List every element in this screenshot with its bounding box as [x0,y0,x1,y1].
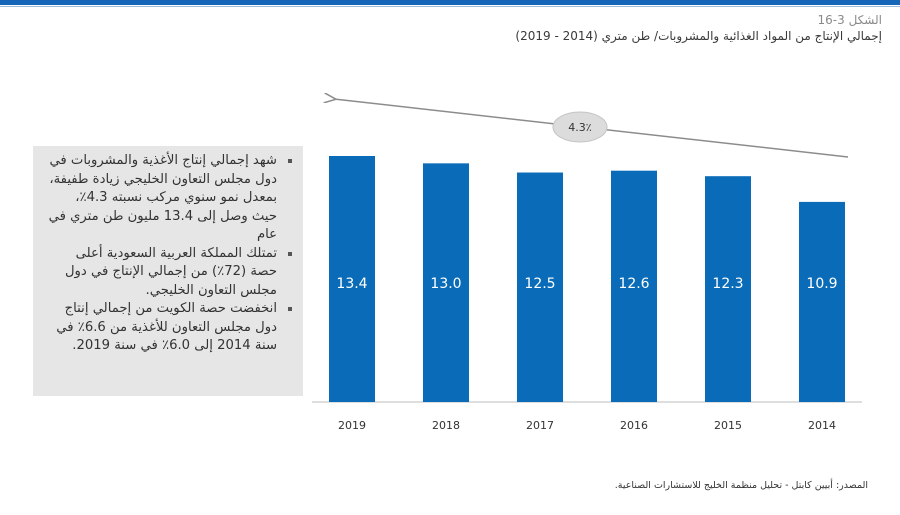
bar-value-label: 13.0 [430,276,461,292]
x-tick-label: 2019 [338,419,366,432]
note-item: تمتلك المملكة العربية السعودية أعلى حصة … [47,245,292,301]
x-tick-label: 2014 [808,419,836,432]
bar-2015 [705,176,751,402]
bar-2019 [329,156,375,402]
x-tick-label: 2017 [526,419,554,432]
x-tick-label: 2016 [620,419,648,432]
bar-2018 [423,163,469,402]
top-accent-bar [0,0,900,5]
cagr-label: 4.3٪ [568,121,591,134]
bar-value-label: 12.3 [712,276,743,292]
x-tick-label: 2015 [714,419,742,432]
x-tick-label: 2018 [432,419,460,432]
bar-value-label: 12.5 [524,276,555,292]
notes-list: شهد إجمالي إنتاج الأغذية والمشروبات في د… [47,152,293,356]
note-item: شهد إجمالي إنتاج الأغذية والمشروبات في د… [47,152,292,245]
figure-title: إجمالي الإنتاج من المواد الغذائية والمشر… [515,29,882,43]
bar-value-label: 12.6 [618,276,649,292]
bar-2014 [799,201,845,402]
bar-2016 [611,170,657,402]
top-divider [0,6,900,7]
note-item: انخفضت حصة الكويت من إجمالي إنتاج دول مج… [47,300,292,356]
notes-panel: شهد إجمالي إنتاج الأغذية والمشروبات في د… [33,146,303,396]
source-note: المصدر: أبيين كابتل - تحليل منظمة الخليج… [614,480,868,491]
cagr-badge [552,111,608,143]
bar-value-label: 10.9 [806,276,837,292]
figure-label: الشكل 3-16 [817,13,883,27]
bars-group: 13.4 2019 13.0 2018 12.5 2017 12.6 2016 12.3 2015… [329,156,845,432]
bar-value-label: 13.4 [336,276,367,292]
bar-2017 [517,172,563,402]
